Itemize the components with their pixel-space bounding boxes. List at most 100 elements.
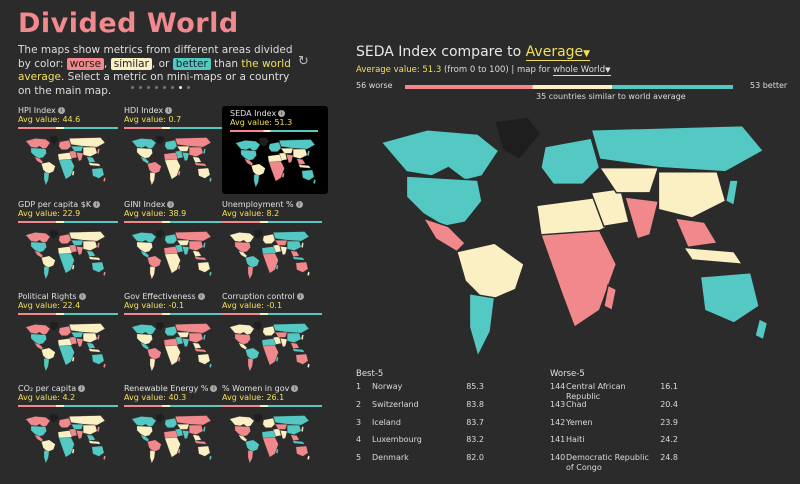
country-central-asia[interactable]	[70, 240, 84, 246]
country-south-asia[interactable]	[285, 154, 294, 164]
mini-map-card[interactable]: SEDA Index i Avg value: 51.3	[222, 106, 328, 194]
country-southeast-asia[interactable]	[192, 342, 202, 349]
country-central-america[interactable]	[421, 216, 467, 253]
country-europe[interactable]	[164, 233, 178, 244]
country-europe[interactable]	[164, 139, 178, 150]
country-indonesia[interactable]	[682, 246, 744, 266]
country-indonesia[interactable]	[298, 164, 311, 169]
country-japan[interactable]	[202, 148, 206, 155]
country-central-america[interactable]	[140, 156, 150, 164]
country-sub-saharan-africa[interactable]	[539, 229, 618, 329]
country-south-america-south[interactable]	[468, 292, 496, 359]
mini-world-map[interactable]	[124, 134, 216, 188]
world-map[interactable]	[356, 108, 776, 370]
country-indonesia[interactable]	[194, 256, 207, 261]
country-russia[interactable]	[69, 231, 106, 242]
country-central-asia[interactable]	[70, 424, 84, 430]
country-south-asia[interactable]	[75, 246, 84, 256]
compare-dropdown[interactable]: Average▼	[525, 44, 591, 61]
country-southeast-asia[interactable]	[290, 250, 300, 257]
country-southeast-asia[interactable]	[290, 434, 300, 441]
country-japan[interactable]	[96, 426, 100, 433]
country-central-asia[interactable]	[176, 332, 190, 338]
country-japan[interactable]	[202, 242, 206, 249]
country-greenland[interactable]	[154, 229, 165, 239]
country-russia[interactable]	[273, 415, 310, 426]
country-australia[interactable]	[295, 445, 309, 457]
country-australia[interactable]	[197, 167, 211, 179]
country-australia[interactable]	[91, 445, 105, 457]
country-central-america[interactable]	[140, 250, 150, 258]
country-europe[interactable]	[164, 325, 178, 336]
country-madagascar[interactable]	[177, 356, 181, 363]
mini-map-card[interactable]: GDP per capita $K i Avg value: 22.9	[18, 200, 122, 286]
country-indonesia[interactable]	[88, 256, 101, 261]
country-middle-east[interactable]	[69, 244, 78, 253]
country-greenland[interactable]	[252, 321, 263, 331]
country-japan[interactable]	[300, 242, 304, 249]
info-icon[interactable]: i	[165, 107, 173, 114]
country-russia[interactable]	[273, 323, 310, 334]
mini-world-map[interactable]	[18, 228, 110, 282]
country-middle-east[interactable]	[279, 152, 288, 161]
country-central-asia[interactable]	[274, 240, 288, 246]
country-indonesia[interactable]	[292, 256, 305, 261]
country-new-zealand[interactable]	[307, 455, 310, 461]
country-middle-east[interactable]	[273, 244, 282, 253]
country-south-america-north[interactable]	[251, 163, 266, 177]
country-china[interactable]	[287, 424, 302, 435]
mini-map-card[interactable]: CO₂ per capita i Avg value: 4.2	[18, 384, 122, 470]
country-new-zealand[interactable]	[103, 455, 106, 461]
country-japan[interactable]	[300, 426, 304, 433]
info-icon[interactable]: i	[57, 107, 65, 114]
country-central-asia[interactable]	[280, 148, 294, 154]
country-north-america-north[interactable]	[131, 324, 157, 335]
country-middle-east[interactable]	[175, 150, 184, 159]
country-southeast-asia[interactable]	[86, 434, 96, 441]
page-dot[interactable]	[155, 86, 158, 89]
country-south-america-north[interactable]	[147, 347, 162, 361]
pagination-dots[interactable]	[131, 86, 190, 89]
country-sub-saharan-africa[interactable]	[164, 437, 181, 458]
mini-world-map[interactable]	[18, 412, 110, 466]
info-icon[interactable]: i	[78, 293, 86, 300]
country-sub-saharan-africa[interactable]	[58, 437, 75, 458]
country-indonesia[interactable]	[88, 162, 101, 167]
country-china[interactable]	[83, 146, 98, 157]
country-southeast-asia[interactable]	[86, 156, 96, 163]
country-south-asia[interactable]	[75, 430, 84, 440]
mini-world-map[interactable]	[230, 136, 318, 190]
country-russia[interactable]	[175, 137, 212, 148]
country-south-asia[interactable]	[75, 152, 84, 162]
country-madagascar[interactable]	[71, 448, 75, 455]
mini-world-map[interactable]	[18, 134, 110, 188]
country-indonesia[interactable]	[88, 440, 101, 445]
country-central-america[interactable]	[140, 342, 150, 350]
country-new-zealand[interactable]	[103, 363, 106, 369]
info-icon[interactable]: i	[278, 110, 286, 117]
country-greenland[interactable]	[48, 413, 59, 423]
country-russia[interactable]	[279, 139, 316, 150]
country-sub-saharan-africa[interactable]	[164, 159, 181, 180]
country-middle-east[interactable]	[175, 336, 184, 345]
country-europe[interactable]	[58, 417, 72, 428]
country-middle-east[interactable]	[175, 244, 184, 253]
country-south-america-north[interactable]	[245, 347, 260, 361]
mini-world-map[interactable]	[124, 412, 216, 466]
country-madagascar[interactable]	[177, 448, 181, 455]
page-dot[interactable]	[179, 86, 182, 89]
country-south-america-north[interactable]	[245, 439, 260, 453]
country-russia[interactable]	[175, 231, 212, 242]
country-europe[interactable]	[540, 137, 601, 186]
country-south-asia[interactable]	[181, 152, 190, 162]
country-central-asia[interactable]	[274, 424, 288, 430]
country-united-states[interactable]	[30, 241, 47, 253]
mini-map-card[interactable]: HPI Index i Avg value: 44.6	[18, 106, 122, 192]
country-central-asia[interactable]	[274, 332, 288, 338]
country-russia[interactable]	[69, 137, 106, 148]
country-central-america[interactable]	[244, 158, 254, 166]
page-dot[interactable]	[139, 86, 142, 89]
country-middle-east[interactable]	[273, 336, 282, 345]
country-central-asia[interactable]	[598, 166, 660, 194]
page-dot[interactable]	[163, 86, 166, 89]
